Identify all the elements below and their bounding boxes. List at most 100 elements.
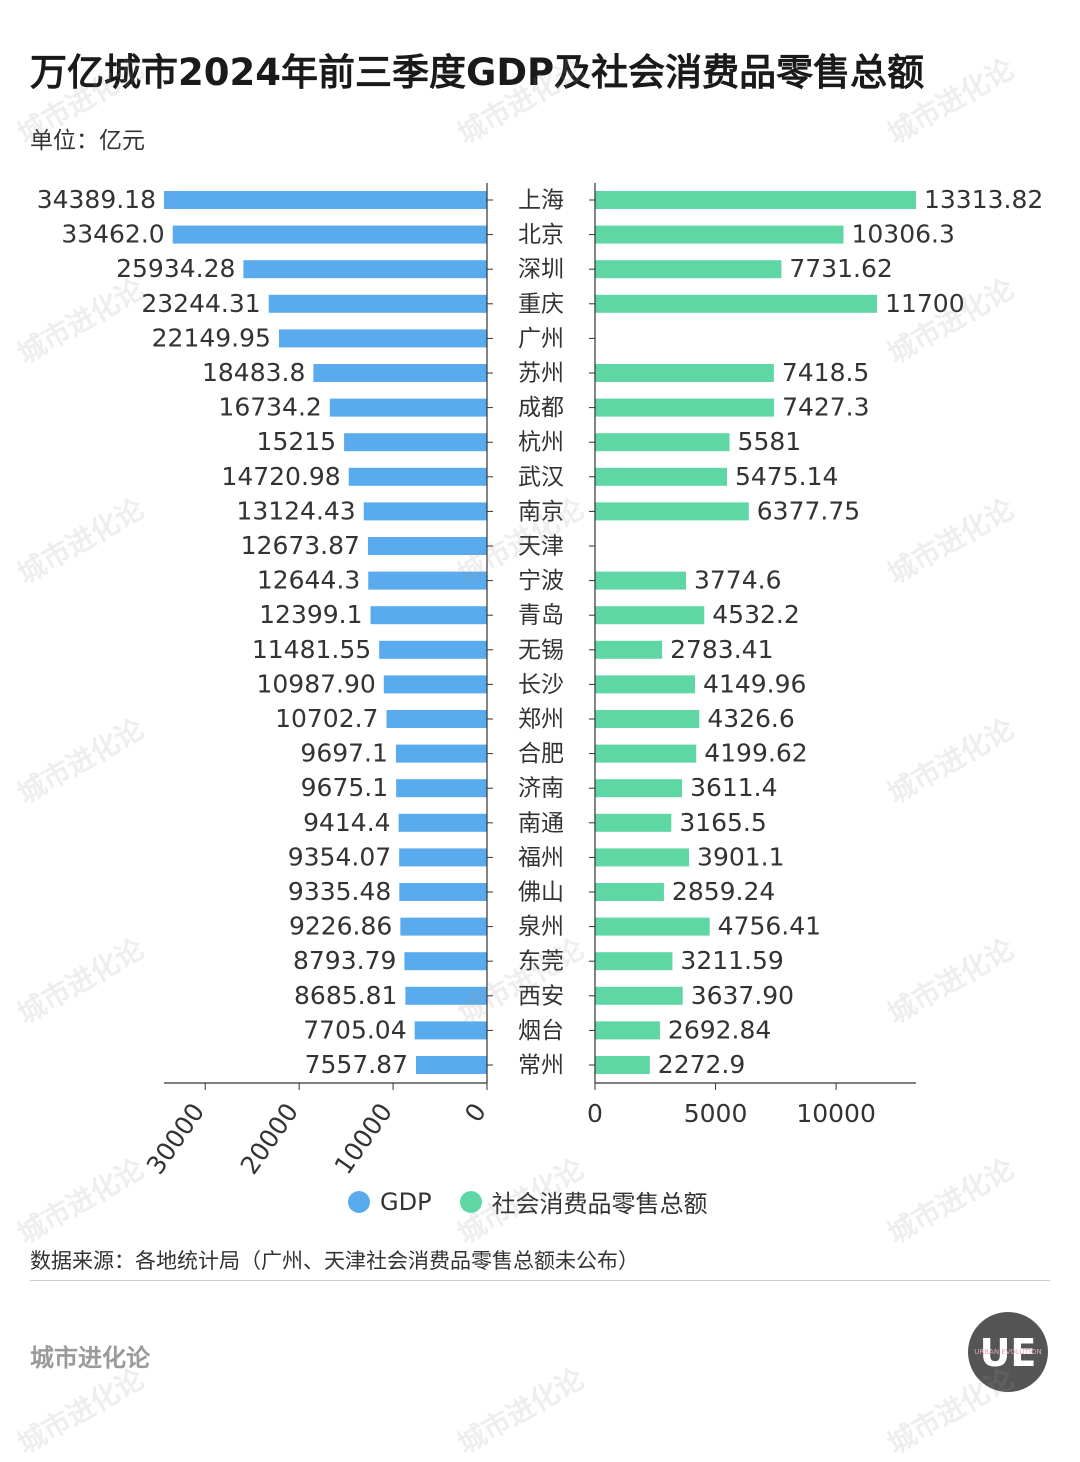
left-axis-tick-label: 10000 xyxy=(329,1098,398,1180)
retail-bar xyxy=(595,744,697,763)
retail-bar xyxy=(595,191,916,209)
retail-value-label: 4532.2 xyxy=(712,600,799,629)
retail-value-label: 10306.3 xyxy=(851,220,954,249)
chart-title: 万亿城市2024年前三季度GDP及社会消费品零售总额 xyxy=(30,51,925,94)
retail-bar xyxy=(595,848,690,867)
gdp-bar xyxy=(370,606,487,625)
retail-value-label: 3901.1 xyxy=(697,842,784,871)
gdp-value-label: 9675.1 xyxy=(301,773,388,802)
retail-bar xyxy=(595,225,844,244)
gdp-bar xyxy=(368,571,487,590)
brand-name: 城市进化论 xyxy=(30,1344,150,1372)
city-label: 佛山 xyxy=(518,880,564,906)
retail-bar xyxy=(595,433,730,452)
city-label: 重庆 xyxy=(518,291,564,317)
logo-circle xyxy=(968,1312,1048,1392)
gdp-bar xyxy=(399,848,487,867)
watermark: 城市进化论 xyxy=(451,1362,590,1461)
unit-label: 单位：亿元 xyxy=(30,128,145,154)
retail-bar xyxy=(595,779,683,798)
footer-divider xyxy=(30,1280,1050,1281)
left-axis-tick-label: 20000 xyxy=(235,1098,304,1180)
city-label: 宁波 xyxy=(518,568,564,594)
gdp-bar xyxy=(398,813,487,832)
gdp-bar xyxy=(268,294,487,313)
city-label: 济南 xyxy=(518,776,564,802)
retail-bar xyxy=(595,710,700,728)
retail-value-label: 11700 xyxy=(885,289,965,318)
gdp-bar xyxy=(348,467,487,486)
retail-bar xyxy=(595,1021,660,1040)
gdp-value-label: 7705.04 xyxy=(303,1015,406,1044)
gdp-bar xyxy=(278,329,487,348)
retail-bar xyxy=(595,467,728,486)
retail-bar xyxy=(595,640,663,659)
gdp-value-label: 7557.87 xyxy=(305,1050,408,1079)
retail-value-label: 5475.14 xyxy=(735,462,838,491)
gdp-bar xyxy=(386,710,487,728)
gdp-bar xyxy=(404,952,487,971)
city-label: 东莞 xyxy=(518,949,564,975)
city-label: 上海 xyxy=(518,188,564,214)
logo-letters: UE xyxy=(980,1331,1037,1375)
gdp-bar xyxy=(396,779,487,798)
retail-value-label: 6377.75 xyxy=(757,496,860,525)
city-label: 杭州 xyxy=(518,430,564,456)
right-axis-tick-label: 10000 xyxy=(796,1099,876,1128)
retail-value-label: 4756.41 xyxy=(718,912,821,941)
gdp-value-label: 13124.43 xyxy=(236,496,355,525)
gdp-bar xyxy=(399,883,487,901)
retail-value-label: 4326.6 xyxy=(707,704,794,733)
city-label: 南通 xyxy=(518,810,564,836)
retail-bar xyxy=(595,260,782,279)
city-label: 泉州 xyxy=(518,914,564,940)
gdp-bar xyxy=(164,191,487,209)
gdp-value-label: 9414.4 xyxy=(303,808,390,837)
chart-legend: GDP 社会消费品零售总额 xyxy=(348,1184,726,1219)
gdp-bar xyxy=(400,917,487,936)
legend-swatch-gdp xyxy=(348,1190,370,1213)
gdp-bar xyxy=(405,986,487,1005)
retail-value-label: 3611.4 xyxy=(690,773,777,802)
city-label: 苏州 xyxy=(518,361,564,387)
retail-bar xyxy=(595,952,673,971)
watermark: 城市进化论 xyxy=(11,1362,150,1461)
gdp-bar xyxy=(172,225,487,244)
gdp-value-label: 9697.1 xyxy=(300,739,387,768)
data-source-note: 数据来源：各地统计局（广州、天津社会消费品零售总额未公布） xyxy=(30,1249,639,1273)
retail-bar xyxy=(595,502,749,521)
gdp-value-label: 25934.28 xyxy=(116,254,235,283)
city-label: 烟台 xyxy=(518,1018,564,1044)
gdp-value-label: 16734.2 xyxy=(218,393,321,422)
retail-value-label: 3165.5 xyxy=(679,808,766,837)
gdp-bar xyxy=(383,675,487,694)
gdp-value-label: 9354.07 xyxy=(288,842,391,871)
city-label: 长沙 xyxy=(518,672,564,698)
city-label: 天津 xyxy=(518,534,564,560)
gdp-value-label: 34389.18 xyxy=(37,185,156,214)
legend-label-gdp: GDP xyxy=(380,1187,432,1216)
retail-bar xyxy=(595,398,775,417)
gdp-value-label: 10987.90 xyxy=(256,669,375,698)
legend-swatch-retail xyxy=(459,1190,482,1213)
brand-logo: UE URBAN EVOLUTION xyxy=(968,1312,1048,1392)
retail-value-label: 7731.62 xyxy=(789,254,892,283)
right-axis-tick-label: 0 xyxy=(587,1099,603,1128)
gdp-value-label: 8793.79 xyxy=(293,946,396,975)
gdp-bar xyxy=(379,640,487,659)
city-label: 南京 xyxy=(518,499,564,525)
city-label: 西安 xyxy=(518,983,564,1009)
retail-bar xyxy=(595,917,710,936)
gdp-bar xyxy=(313,364,487,382)
city-label: 合肥 xyxy=(518,741,564,767)
butterfly-bar-chart: 34389.18 上海 13313.82 33462.0 北京 10306.3 25934.… xyxy=(37,183,1043,1180)
city-label: 成都 xyxy=(518,395,564,421)
left-axis-tick-label: 30000 xyxy=(141,1098,210,1180)
city-label: 武汉 xyxy=(518,464,564,490)
legend-label-retail: 社会消费品零售总额 xyxy=(491,1190,708,1218)
retail-value-label: 13313.82 xyxy=(924,185,1043,214)
gdp-bar xyxy=(243,260,487,279)
city-label: 无锡 xyxy=(518,637,564,663)
gdp-bar xyxy=(363,502,487,521)
gdp-value-label: 10702.7 xyxy=(275,704,378,733)
